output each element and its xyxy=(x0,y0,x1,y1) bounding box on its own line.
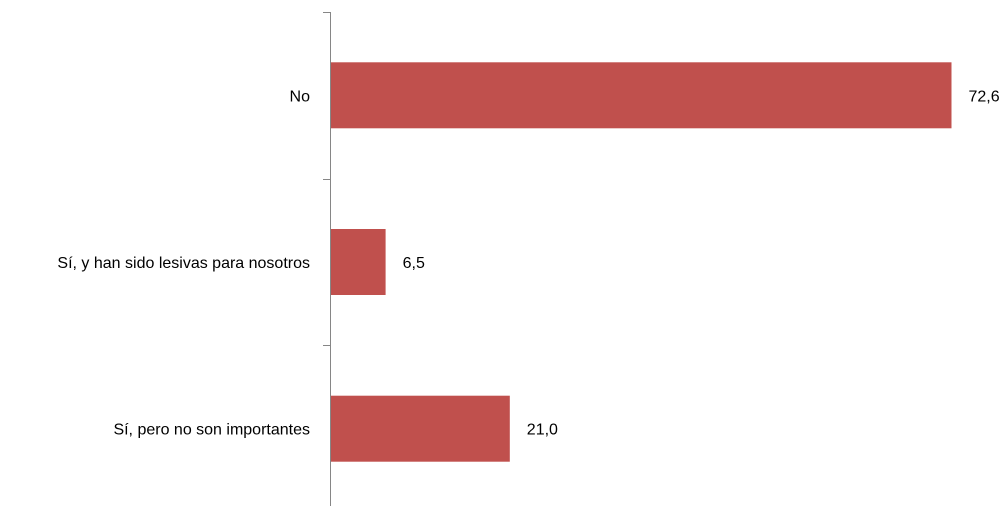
bar-1 xyxy=(330,62,952,129)
labels-layer: No 72,6 Sí, y han sido lesivas para nosotr… xyxy=(57,88,999,438)
axis-layer xyxy=(323,12,331,506)
category-label-1: No xyxy=(290,88,311,105)
bars-layer xyxy=(330,62,952,462)
category-label-3: Sí, pero no son importantes xyxy=(113,422,310,439)
data-label-1: 72,6 xyxy=(969,88,1000,105)
bar-3 xyxy=(330,395,510,462)
data-label-3: 21,0 xyxy=(527,422,558,439)
category-label-2: Sí, y han sido lesivas para nosotros xyxy=(57,255,310,272)
bar-2 xyxy=(330,229,386,295)
data-label-2: 6,5 xyxy=(403,255,425,272)
